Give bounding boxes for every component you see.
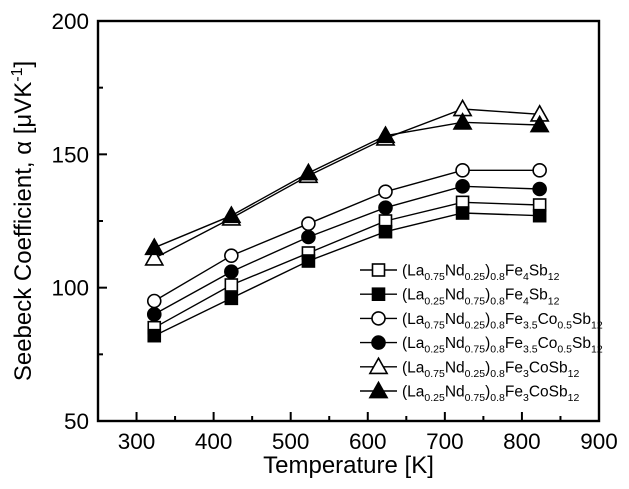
y-tick-label-50: 50: [64, 409, 89, 434]
y-tick-label-150: 150: [51, 142, 89, 167]
filled-square-marker: [147, 328, 162, 343]
tick-labels: 300 400 500 600 700 800 900 50 100 150 200: [51, 9, 617, 454]
open-triangle-marker: [368, 356, 389, 375]
filled-square-marker: [301, 254, 316, 268]
open-circle-marker: [378, 184, 393, 199]
filled-square-marker: [532, 208, 547, 223]
filled-triangle-marker: [221, 205, 242, 224]
legend-entry-3: (La0.75Nd0.25)0.8Fe3.5Co0.5Sb12: [360, 311, 603, 332]
filled-circle-marker: [455, 179, 470, 194]
y-axis-title: Seebeck Coefficient, α [μVK-1]: [9, 61, 37, 381]
x-axis-title: Temperature [K]: [263, 452, 434, 479]
open-square-marker: [224, 278, 239, 292]
filled-triangle-marker: [144, 237, 165, 256]
series-line-filled-circle: [153, 185, 540, 315]
series-line-filled-square: [153, 212, 540, 337]
open-circle-marker: [455, 163, 470, 178]
series-filled-triangle: [144, 112, 550, 256]
open-square-marker: [371, 263, 386, 277]
series-filled-square: [147, 206, 547, 343]
filled-triangle-marker: [298, 162, 319, 181]
legend-label: (La0.25Nd0.75)0.8Fe3CoSb12: [402, 384, 579, 405]
series-lines: [153, 108, 540, 337]
legend: (La0.75Nd0.25)0.8Fe4Sb12 (La0.25Nd0.75)0.…: [360, 263, 603, 405]
open-circle-marker: [301, 216, 316, 231]
filled-square-marker: [371, 287, 386, 302]
open-circle-marker: [146, 293, 162, 309]
filled-circle-marker: [146, 307, 162, 322]
legend-label: (La0.25Nd0.75)0.8Fe4Sb12: [402, 287, 560, 308]
filled-triangle-marker: [375, 125, 396, 144]
x-tick-label-300: 300: [118, 429, 156, 454]
filled-square-marker: [378, 224, 393, 239]
legend-entry-2: (La0.25Nd0.75)0.8Fe4Sb12: [360, 287, 560, 308]
legend-label: (La0.25Nd0.75)0.8Fe3.5Co0.5Sb12: [402, 335, 603, 356]
filled-triangle-marker: [368, 380, 389, 399]
x-tick-label-700: 700: [426, 429, 464, 454]
x-tick-label-400: 400: [195, 429, 233, 454]
plot-frame: [96, 19, 601, 423]
open-triangle-marker: [144, 248, 165, 266]
y-tick-label-100: 100: [51, 276, 89, 301]
x-tick-label-800: 800: [503, 429, 541, 454]
filled-circle-marker: [224, 264, 239, 279]
legend-label: (La0.75Nd0.25)0.8Fe3.5Co0.5Sb12: [402, 311, 603, 332]
filled-circle-marker: [371, 335, 386, 350]
filled-square-marker: [224, 291, 239, 306]
filled-circle-marker: [301, 229, 316, 245]
series-line-open-triangle: [153, 108, 540, 259]
legend-entry-6: (La0.25Nd0.75)0.8Fe3CoSb12: [360, 380, 579, 405]
x-tick-label-900: 900: [580, 429, 618, 454]
legend-label: (La0.75Nd0.25)0.8Fe3CoSb12: [402, 359, 579, 380]
y-tick-label-200: 200: [51, 9, 89, 34]
legend-entry-5: (La0.75Nd0.25)0.8Fe3CoSb12: [360, 356, 579, 380]
legend-label: (La0.75Nd0.25)0.8Fe4Sb12: [402, 263, 560, 284]
series-line-filled-triangle: [154, 121, 540, 249]
x-tick-label-600: 600: [349, 429, 387, 454]
open-circle-marker: [371, 311, 386, 326]
series-open-circle: [146, 163, 547, 309]
open-circle-marker: [224, 248, 239, 263]
filled-square-marker: [455, 206, 470, 220]
open-circle-marker: [532, 163, 547, 178]
legend-entry-1: (La0.75Nd0.25)0.8Fe4Sb12: [360, 263, 560, 284]
x-tick-label-500: 500: [272, 429, 310, 454]
series-line-open-square: [153, 201, 540, 329]
series-line-open-circle: [153, 169, 540, 302]
legend-entry-4: (La0.25Nd0.75)0.8Fe3.5Co0.5Sb12: [360, 335, 603, 356]
filled-circle-marker: [378, 200, 393, 215]
series-filled-circle: [146, 179, 547, 322]
filled-triangle-marker: [452, 112, 473, 130]
series-markers: [144, 98, 550, 343]
filled-circle-marker: [532, 181, 547, 197]
filled-triangle-marker: [529, 114, 550, 133]
